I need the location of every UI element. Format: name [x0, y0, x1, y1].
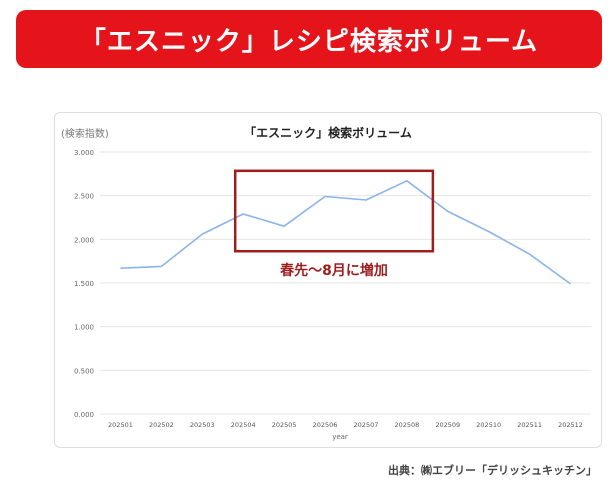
x-tick-label: 202506 [313, 421, 338, 429]
annotation-layer [233, 169, 435, 253]
chart-title: 「エスニック」検索ボリューム [244, 125, 412, 140]
x-tick-label: 202505 [272, 421, 297, 429]
y-tick-label: 1.500 [74, 280, 94, 288]
y-tick-label: 2.000 [74, 236, 94, 244]
y-tick-label: 0.500 [74, 367, 94, 375]
highlight-box [233, 169, 435, 253]
x-tick-label: 202508 [394, 421, 419, 429]
search-volume-chart: 「エスニック」検索ボリューム (検索指数) year 0.000 0.500 1.0… [61, 125, 591, 441]
x-tick-label: 202512 [558, 421, 583, 429]
y-tick-label: 3.000 [74, 149, 94, 157]
source-credit: 出典：㈱エブリー「デリッシュキッチン」 [388, 464, 597, 477]
x-tick-label: 202504 [231, 421, 256, 429]
series-line [120, 180, 571, 285]
x-tick-label: 202510 [476, 421, 501, 429]
y-tick-label: 0.000 [74, 411, 94, 419]
y-tick-labels: 0.000 0.500 1.000 1.500 2.000 2.500 3.000 [74, 149, 94, 419]
annotation-text: 春先～8月に増加 [279, 262, 388, 279]
x-tick-label: 202502 [149, 421, 174, 429]
x-axis-label: year [332, 433, 348, 441]
banner-title: 「エスニック」レシピ検索ボリューム [79, 26, 539, 57]
y-axis-label: (検索指数) [61, 127, 109, 140]
grid-lines [100, 151, 591, 415]
x-tick-label: 202511 [517, 421, 542, 429]
x-tick-label: 202509 [435, 421, 460, 429]
x-tick-label: 202507 [354, 421, 379, 429]
title-banner: 「エスニック」レシピ検索ボリューム [16, 10, 602, 68]
x-tick-labels: 202501 202502 202503 202504 202505 202506 2025… [108, 421, 583, 429]
x-tick-label: 202501 [108, 421, 133, 429]
series-line-layer [120, 180, 571, 285]
y-tick-label: 1.000 [74, 324, 94, 332]
x-tick-label: 202503 [190, 421, 215, 429]
y-tick-label: 2.500 [74, 193, 94, 201]
chart-card: 「エスニック」検索ボリューム (検索指数) year 0.000 0.500 1.0… [54, 112, 602, 448]
